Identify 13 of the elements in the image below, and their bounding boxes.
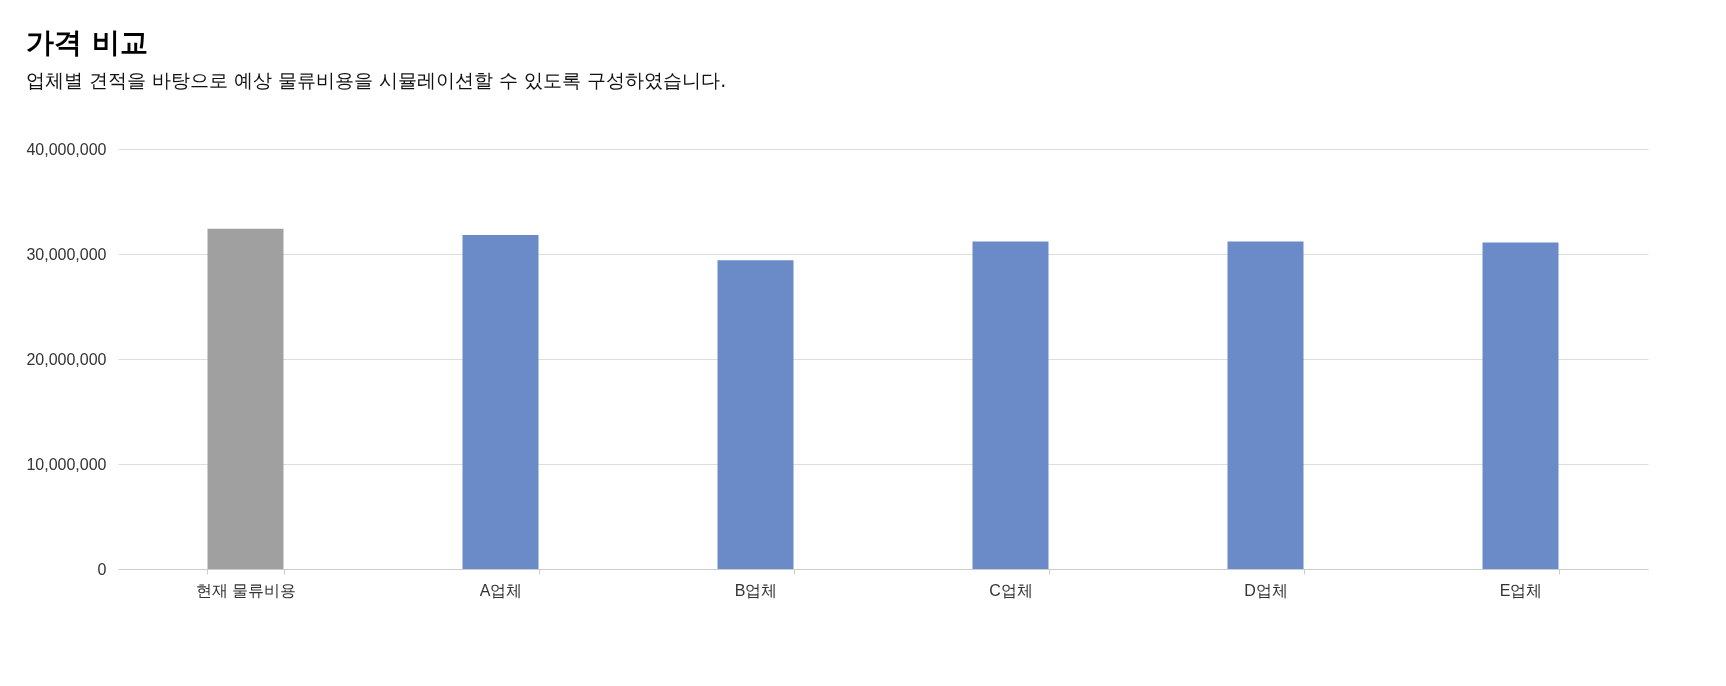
y-tick-label: 10,000,000	[26, 455, 107, 473]
y-tick-label: 0	[97, 560, 107, 578]
x-tick-label: D업체	[1244, 581, 1288, 599]
x-tick-label: C업체	[989, 581, 1033, 599]
y-tick-label: 40,000,000	[26, 140, 107, 158]
x-tick-label: A업체	[479, 581, 523, 599]
y-tick-label: 20,000,000	[26, 350, 107, 368]
x-tick-label: B업체	[734, 581, 778, 599]
chart-title: 가격 비교	[25, 26, 148, 59]
x-tick-label: E업체	[1499, 581, 1543, 599]
x-tick-label: 현재 물류비용	[195, 581, 297, 599]
chart-subtitle: 업체별 견적을 바탕으로 예상 물류비용을 시뮬레이션할 수 있도록 구성하였습니다.	[25, 69, 727, 91]
y-tick-label: 30,000,000	[26, 245, 107, 263]
